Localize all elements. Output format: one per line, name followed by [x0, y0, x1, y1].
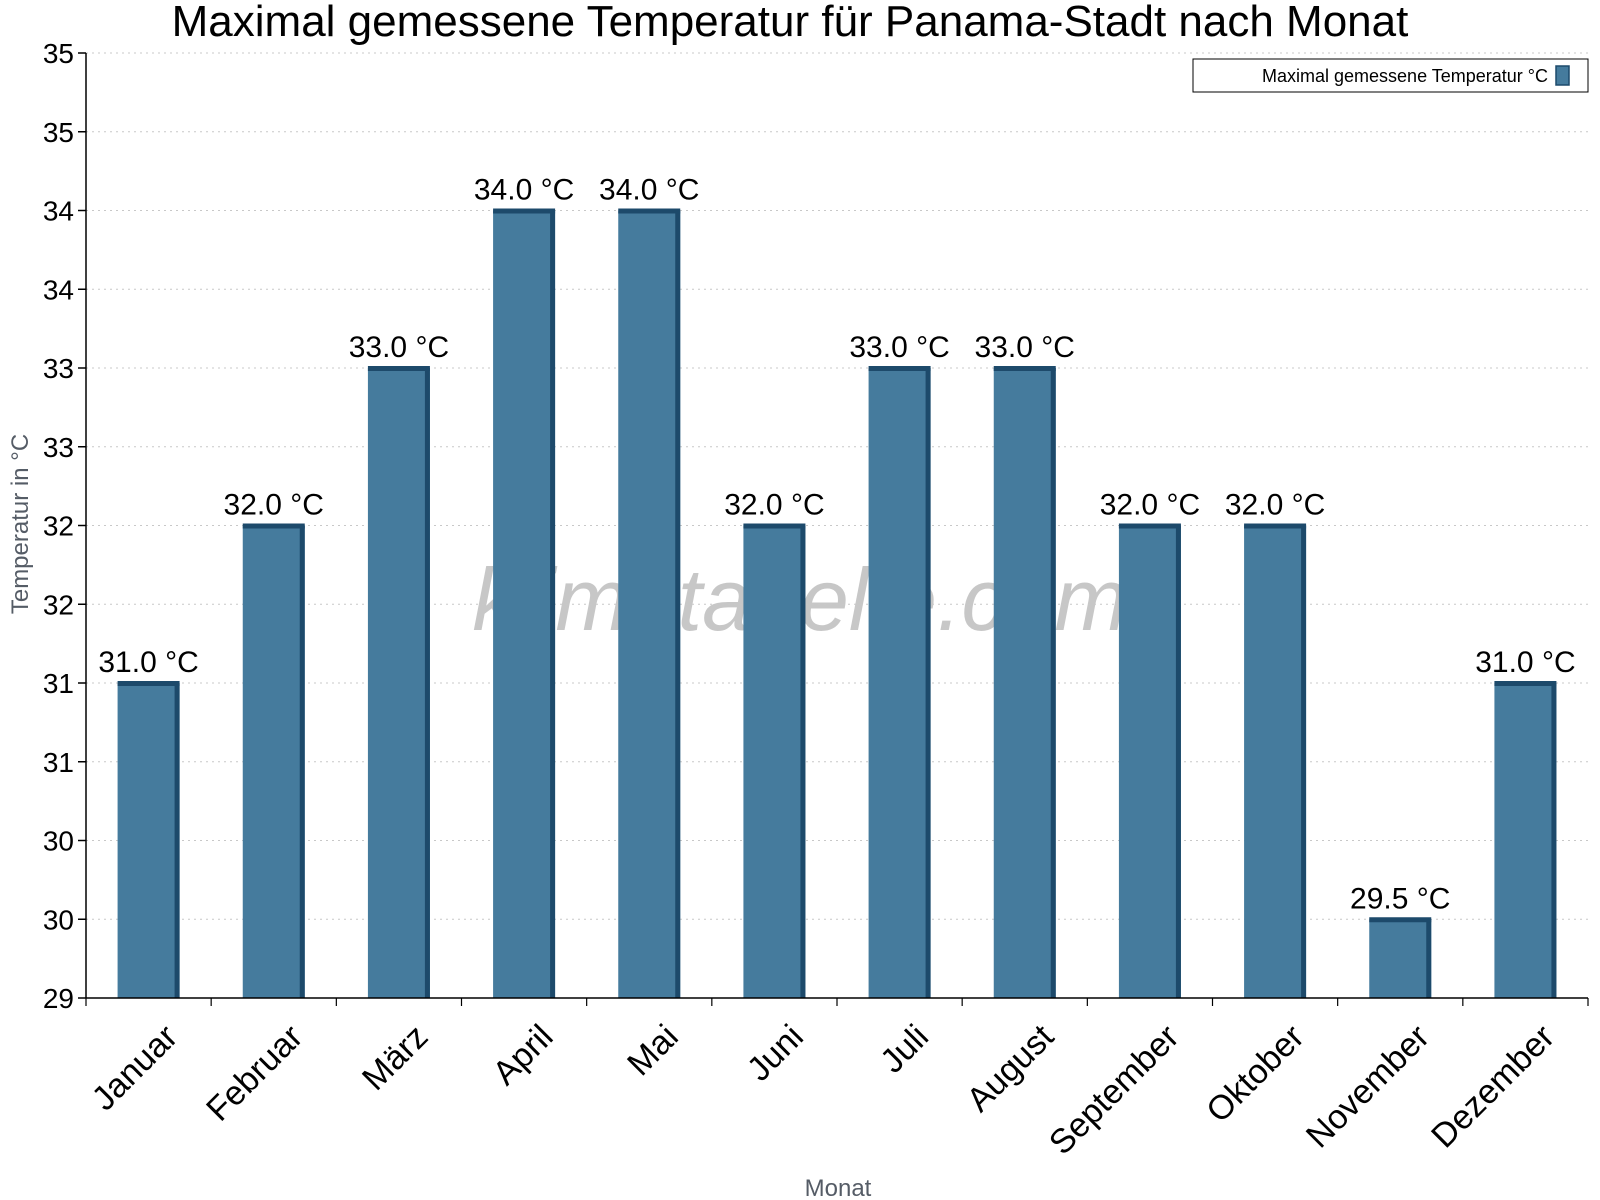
data-label: 32.0 °C	[724, 489, 824, 522]
legend-label: Maximal gemessene Temperatur °C	[1262, 66, 1548, 86]
bar-top	[743, 523, 806, 529]
x-tick-label: August	[960, 1017, 1062, 1119]
x-tick-label: Juni	[740, 1018, 811, 1089]
bar	[618, 210, 681, 998]
bar	[242, 525, 305, 998]
chart-title: Maximal gemessene Temperatur für Panama-…	[172, 0, 1409, 46]
x-tick-label: September	[1042, 1018, 1186, 1162]
bar-top	[367, 366, 430, 371]
bar-side	[800, 525, 806, 998]
bar-top	[493, 208, 556, 214]
data-label: 33.0 °C	[849, 331, 949, 364]
bar	[117, 683, 180, 998]
bar	[493, 210, 556, 998]
y-axis-label: Temperatur in °C	[7, 434, 34, 614]
bar	[743, 525, 806, 998]
data-labels: 31.0 °C 32.0 °C 33.0 °C 34.0 °C 34.0 °C 32.0 …	[98, 174, 1575, 916]
bar-side	[1175, 525, 1181, 998]
bar-top	[1118, 523, 1181, 529]
y-tick-label: 33	[43, 353, 74, 384]
data-label: 31.0 °C	[1475, 646, 1575, 679]
bar-side	[675, 210, 681, 998]
bar-top	[868, 366, 931, 371]
bar	[1369, 919, 1432, 998]
y-tick-label: 33	[43, 432, 74, 463]
y-tick-label: 34	[43, 196, 74, 227]
y-tick-label: 30	[43, 826, 74, 857]
x-tick-label: Januar	[85, 1018, 185, 1118]
x-tick-label: April	[486, 1018, 561, 1093]
bar	[1494, 683, 1557, 998]
y-tick-label: 31	[43, 747, 74, 778]
legend-swatch	[1555, 65, 1570, 86]
data-label: 34.0 °C	[599, 174, 699, 207]
data-label: 33.0 °C	[349, 331, 449, 364]
bar-side	[1301, 525, 1307, 998]
legend-box	[1192, 58, 1589, 93]
bar-top	[618, 208, 681, 214]
bar-side	[174, 683, 180, 998]
data-label: 32.0 °C	[1225, 489, 1325, 522]
y-tick-label: 35	[43, 38, 74, 69]
bar-top	[1244, 523, 1307, 529]
bar-side	[1426, 919, 1432, 998]
bar-side	[1050, 368, 1056, 998]
bar	[1118, 525, 1181, 998]
bar-side	[550, 210, 556, 998]
x-tick-label: März	[355, 1018, 435, 1098]
x-tick-label: Dezember	[1424, 1018, 1562, 1156]
grid	[86, 52, 1588, 920]
data-label: 34.0 °C	[474, 174, 574, 207]
x-tick-label: Mai	[620, 1018, 686, 1084]
bar	[367, 368, 430, 998]
bar-top	[1369, 917, 1432, 923]
bars	[117, 208, 1557, 998]
bar-side	[424, 368, 430, 998]
bar-top	[117, 681, 180, 686]
data-label: 31.0 °C	[98, 646, 198, 679]
y-tick-label: 32	[43, 589, 74, 620]
legend: Maximal gemessene Temperatur °C	[1192, 58, 1589, 93]
x-tick-label: Februar	[199, 1018, 310, 1129]
x-tick-label: Oktober	[1199, 1018, 1311, 1130]
data-label: 32.0 °C	[224, 489, 324, 522]
y-tick-label: 31	[43, 668, 74, 699]
bar	[993, 368, 1056, 998]
x-tick-label: November	[1299, 1018, 1437, 1156]
bar-side	[925, 368, 931, 998]
y-tick-label: 30	[43, 904, 74, 935]
bar-top	[242, 523, 305, 529]
bar-side	[299, 525, 305, 998]
bar-top	[1494, 681, 1557, 686]
data-label: 29.5 °C	[1350, 882, 1450, 915]
bar	[1244, 525, 1307, 998]
bar-top	[993, 366, 1056, 371]
data-label: 33.0 °C	[975, 331, 1075, 364]
bar-side	[1551, 683, 1557, 998]
y-tick-label: 29	[43, 983, 74, 1014]
y-tick-label: 34	[43, 274, 74, 305]
x-axis-label: Monat	[805, 1175, 872, 1200]
bar	[868, 368, 931, 998]
y-tick-label: 35	[43, 117, 74, 148]
x-tick-label: Juli	[873, 1018, 936, 1081]
data-label: 32.0 °C	[1100, 489, 1200, 522]
y-tick-label: 32	[43, 511, 74, 542]
